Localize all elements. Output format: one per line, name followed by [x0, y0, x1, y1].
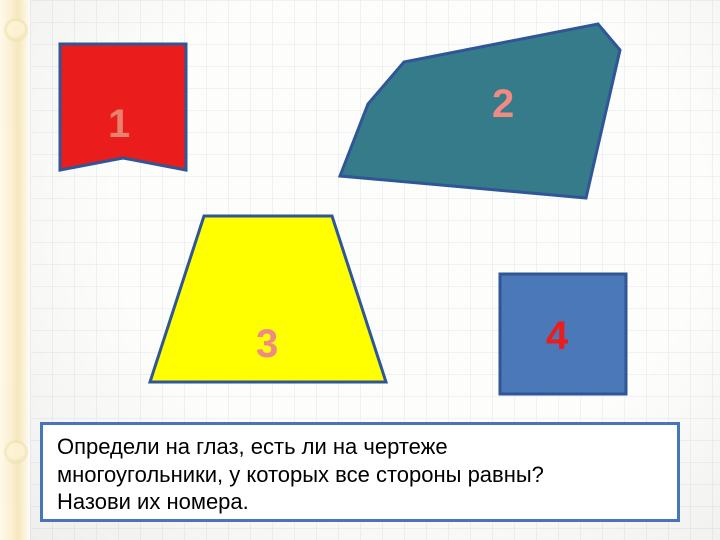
shape-2-hexagon — [326, 16, 656, 226]
shape-2-poly — [340, 24, 620, 198]
shape-1-poly — [60, 44, 186, 170]
binder-strip — [0, 0, 30, 540]
shape-3-trapezoid — [138, 204, 398, 394]
shape-4-square — [488, 262, 638, 412]
slide: 1 2 3 4 Определи на глаз, есть ли на чер… — [0, 0, 720, 540]
question-box: Определи на глаз, есть ли на чертеже мно… — [40, 422, 680, 522]
shape-4-poly — [500, 274, 626, 394]
question-line-3: Назови их номера. — [57, 488, 663, 516]
question-line-1: Определи на глаз, есть ли на чертеже — [57, 433, 663, 461]
shape-1-pentagon — [48, 32, 198, 182]
shape-3-poly — [150, 216, 386, 382]
question-line-2: многоугольники, у которых все стороны ра… — [57, 461, 663, 489]
